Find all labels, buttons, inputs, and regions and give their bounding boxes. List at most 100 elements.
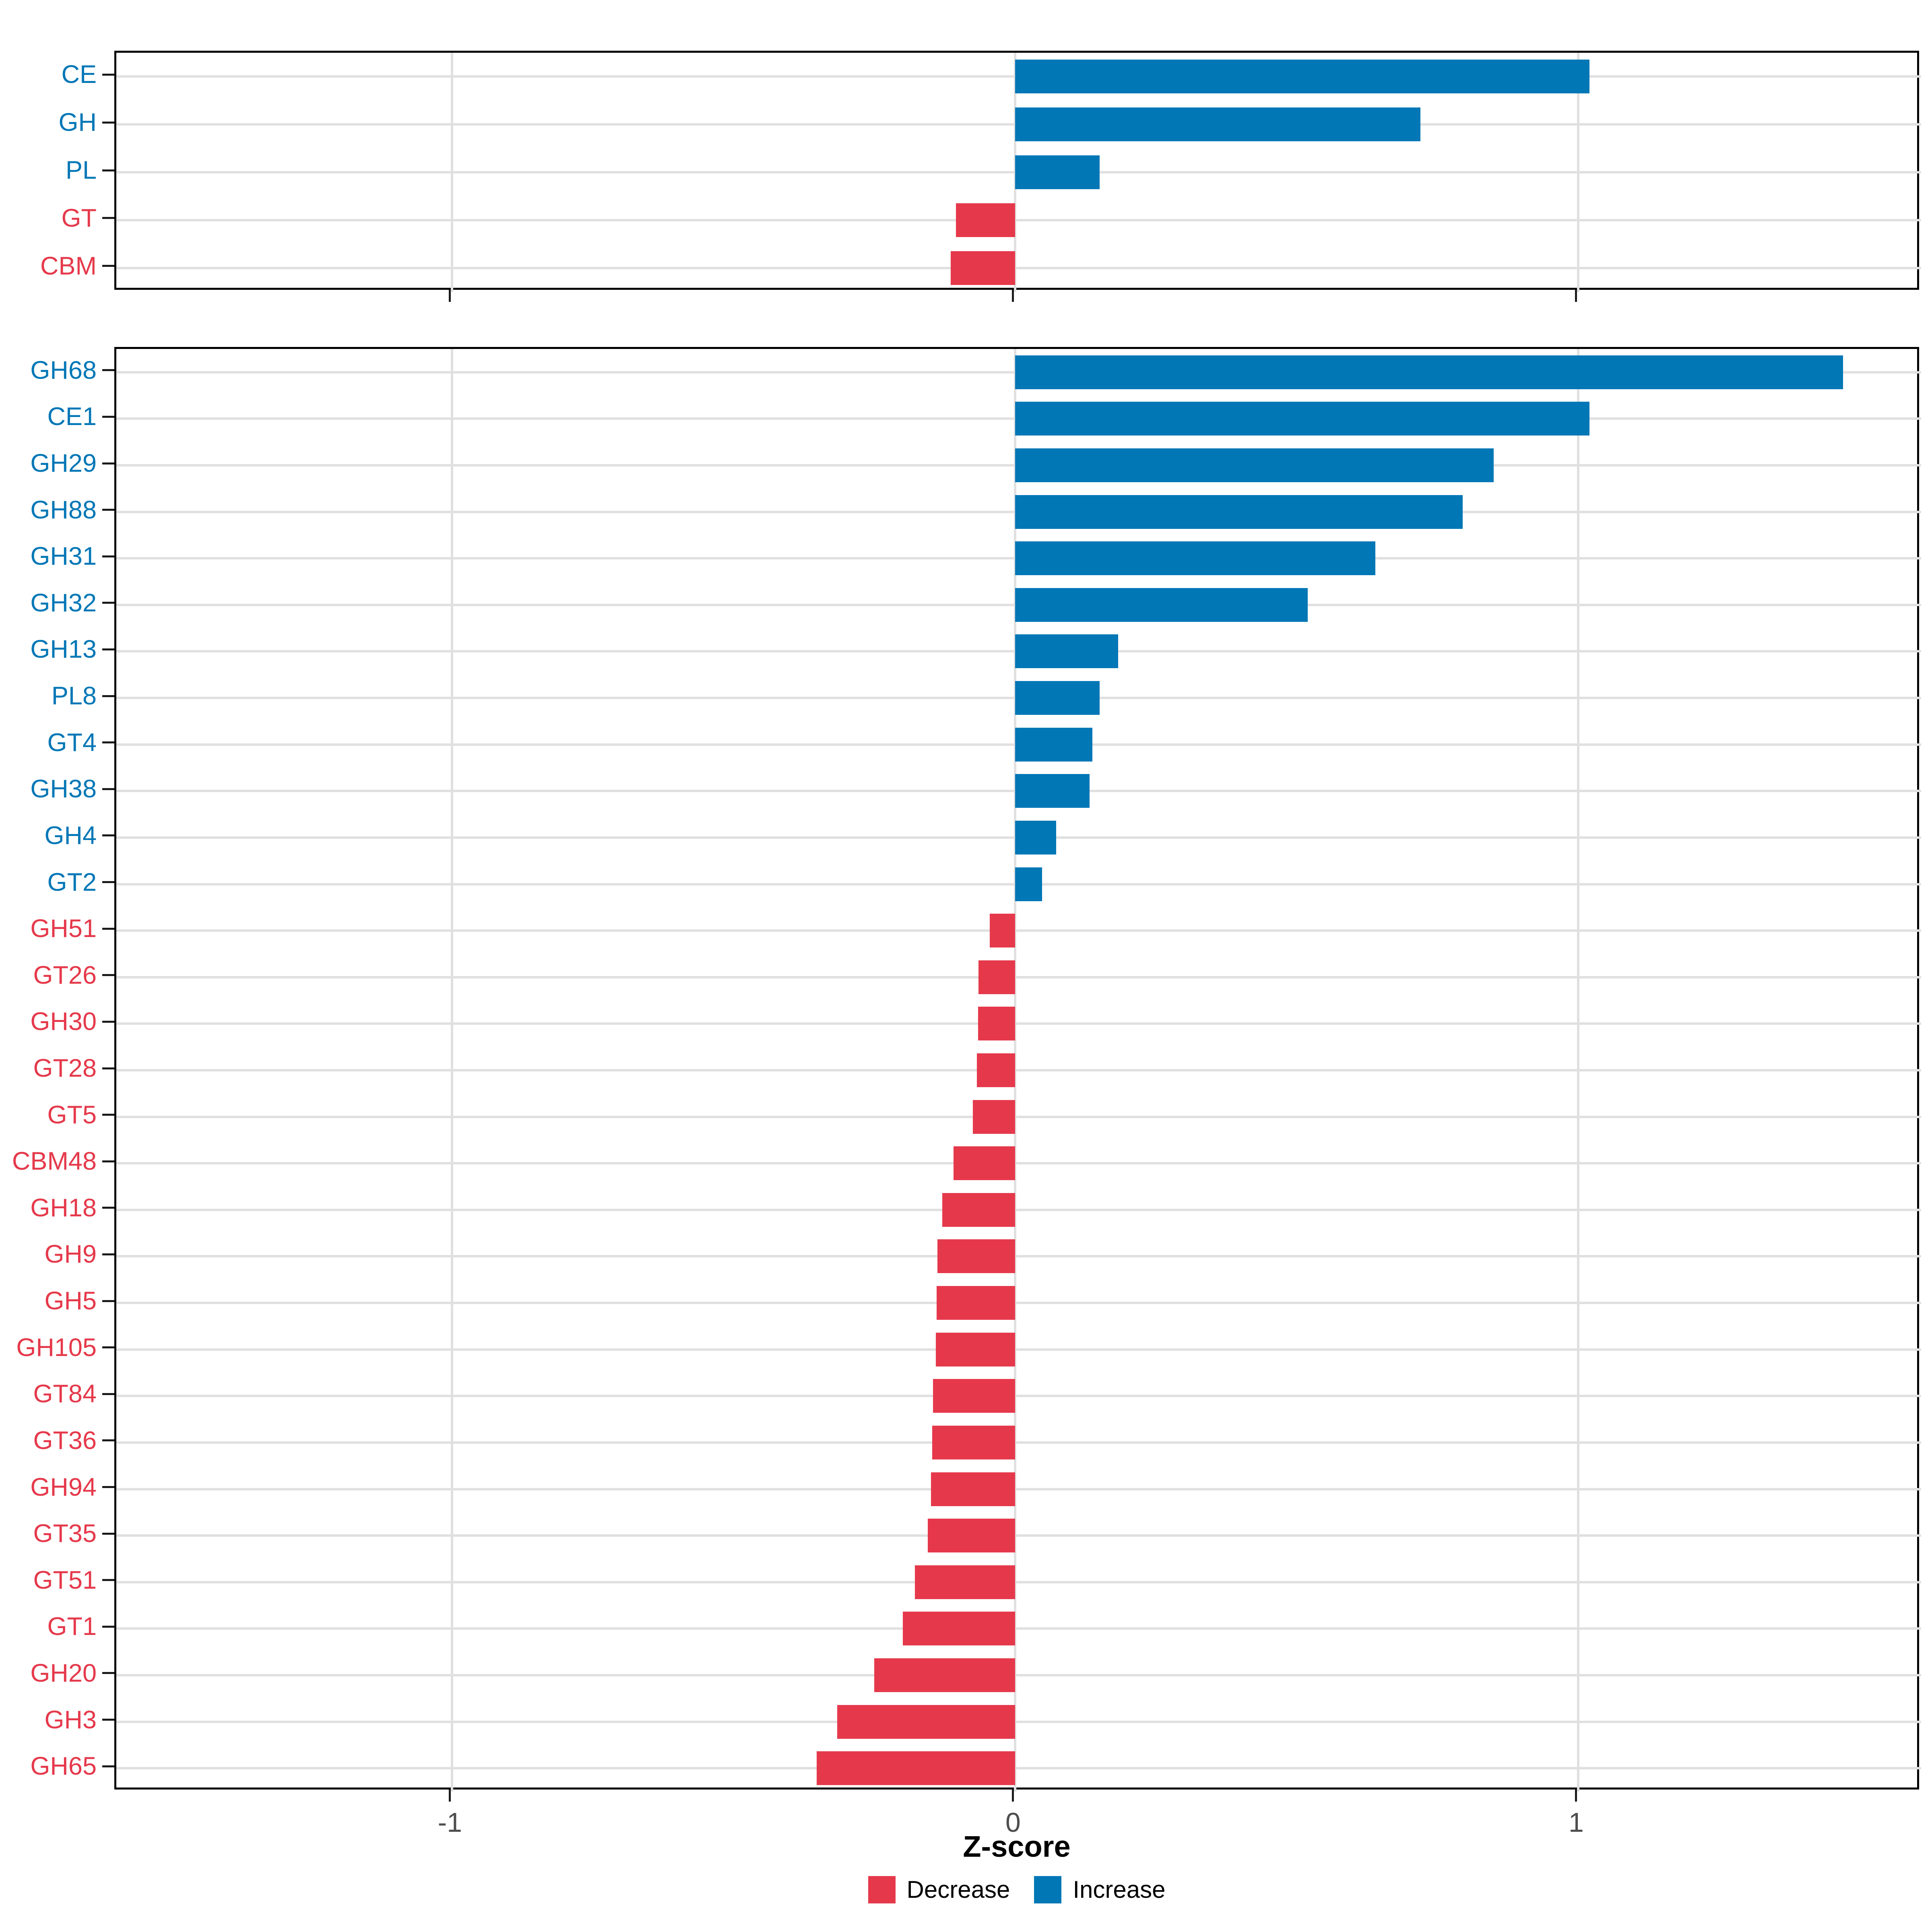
- bar-GH51: [989, 914, 1015, 948]
- bar-GH88: [1015, 495, 1463, 529]
- y-axis-tick-GT35: [102, 1532, 114, 1535]
- gridline-row-CBM: [116, 266, 1921, 269]
- y-axis-tick-GH: [102, 121, 114, 124]
- x-axis-tick-0: [1012, 1790, 1014, 1802]
- y-axis-tick-GH5: [102, 1300, 114, 1302]
- bar-GH105: [935, 1332, 1015, 1366]
- category-label-GH30: GH30: [30, 1007, 97, 1036]
- y-axis-tick-GT26: [102, 974, 114, 976]
- category-label-GT4: GT4: [47, 728, 97, 757]
- bar-GH68: [1015, 355, 1843, 389]
- x-axis-tick--1: [449, 290, 451, 302]
- y-axis-tick-CE1: [102, 415, 114, 418]
- bar-CE: [1015, 60, 1589, 94]
- bar-GT4: [1015, 727, 1092, 762]
- gridline-row-GH18: [116, 1208, 1921, 1211]
- category-label-GH: GH: [58, 108, 97, 137]
- bar-GH20: [874, 1658, 1015, 1692]
- y-axis-tick-GT2: [102, 881, 114, 883]
- bar-GH94: [931, 1472, 1015, 1506]
- bar-GT84: [933, 1379, 1015, 1413]
- bar-CBM48: [954, 1146, 1015, 1181]
- family-level-panel: [114, 347, 1921, 1792]
- category-label-CE1: CE1: [47, 402, 97, 431]
- y-axis-tick-CE: [102, 73, 114, 76]
- gridline-row-GH9: [116, 1255, 1921, 1258]
- gridline-row-GT1: [116, 1627, 1921, 1630]
- gridline-row-GH65: [116, 1767, 1921, 1770]
- gridline-row-GT84: [116, 1395, 1921, 1397]
- category-label-GT: GT: [61, 204, 97, 232]
- category-label-GH9: GH9: [44, 1240, 97, 1269]
- bar-GH5: [937, 1286, 1015, 1320]
- x-axis-tick--1: [449, 1790, 451, 1802]
- y-axis-tick-GT4: [102, 741, 114, 744]
- gridline-row-GH105: [116, 1348, 1921, 1351]
- y-axis-tick-GH94: [102, 1486, 114, 1488]
- x-axis-tick-1: [1575, 290, 1577, 302]
- gridline-row-GT5: [116, 1115, 1921, 1118]
- gridline-row-GT26: [116, 976, 1921, 978]
- category-label-GH51: GH51: [30, 914, 97, 943]
- category-label-GH94: GH94: [30, 1473, 97, 1501]
- category-label-GH88: GH88: [30, 495, 97, 524]
- y-axis-tick-GH4: [102, 834, 114, 837]
- y-axis-tick-GT: [102, 217, 114, 219]
- y-axis-tick-PL8: [102, 695, 114, 697]
- bar-CE1: [1015, 402, 1589, 436]
- x-tick-label-0: 0: [1005, 1807, 1021, 1838]
- bar-PL8: [1015, 681, 1100, 715]
- bar-GH: [1015, 107, 1421, 142]
- legend-key-decrease-swatch: [868, 1876, 896, 1903]
- category-label-GT51: GT51: [33, 1566, 97, 1594]
- category-label-CBM48: CBM48: [12, 1147, 97, 1176]
- y-axis-tick-GT5: [102, 1114, 114, 1116]
- y-axis-tick-GT1: [102, 1625, 114, 1628]
- bar-GT35: [928, 1519, 1015, 1553]
- gridline-row-GT36: [116, 1441, 1921, 1444]
- bar-GT2: [1015, 867, 1042, 901]
- y-axis-tick-PL: [102, 169, 114, 171]
- x-axis-tick-0: [1012, 290, 1014, 302]
- bar-GT36: [932, 1425, 1015, 1459]
- bar-GT51: [914, 1565, 1015, 1599]
- gridline-row-GH3: [116, 1720, 1921, 1723]
- category-label-GT35: GT35: [33, 1519, 97, 1548]
- y-axis-tick-GH13: [102, 648, 114, 650]
- y-axis-tick-GH18: [102, 1207, 114, 1209]
- gridline-row-GT35: [116, 1534, 1921, 1537]
- y-axis-tick-GH105: [102, 1346, 114, 1349]
- category-label-GH18: GH18: [30, 1193, 97, 1222]
- category-label-GT2: GT2: [47, 868, 97, 896]
- x-axis-tick-1: [1575, 1790, 1577, 1802]
- bar-PL: [1015, 155, 1100, 189]
- bar-GH18: [942, 1193, 1015, 1227]
- legend-label-decrease: Decrease: [906, 1876, 1010, 1903]
- y-axis-tick-GH68: [102, 369, 114, 372]
- gridline-row-GT51: [116, 1581, 1921, 1583]
- y-axis-tick-GH31: [102, 555, 114, 557]
- legend-item-increase: Increase: [1034, 1876, 1165, 1903]
- category-label-GH20: GH20: [30, 1659, 97, 1687]
- y-axis-tick-CBM48: [102, 1160, 114, 1162]
- x-tick-label-1: 1: [1569, 1807, 1584, 1838]
- bar-GH38: [1015, 774, 1090, 808]
- class-level-panel: [114, 51, 1921, 292]
- y-axis-tick-GH9: [102, 1253, 114, 1255]
- bar-GH32: [1015, 588, 1308, 622]
- category-label-GH29: GH29: [30, 449, 97, 478]
- gridline-row-GT28: [116, 1069, 1921, 1071]
- category-label-GH31: GH31: [30, 542, 97, 571]
- y-axis-tick-GH65: [102, 1765, 114, 1767]
- y-axis-tick-GH30: [102, 1020, 114, 1023]
- category-label-GH3: GH3: [44, 1705, 97, 1734]
- y-axis-tick-GH88: [102, 509, 114, 511]
- bar-GH31: [1015, 541, 1376, 576]
- bar-GH30: [978, 1007, 1015, 1041]
- bar-GH29: [1015, 448, 1494, 483]
- category-label-GH38: GH38: [30, 775, 97, 803]
- category-label-GT84: GT84: [33, 1380, 97, 1408]
- gridline-row-GT: [116, 219, 1921, 221]
- y-axis-tick-GH38: [102, 788, 114, 790]
- x-axis-title: Z-score: [963, 1830, 1071, 1863]
